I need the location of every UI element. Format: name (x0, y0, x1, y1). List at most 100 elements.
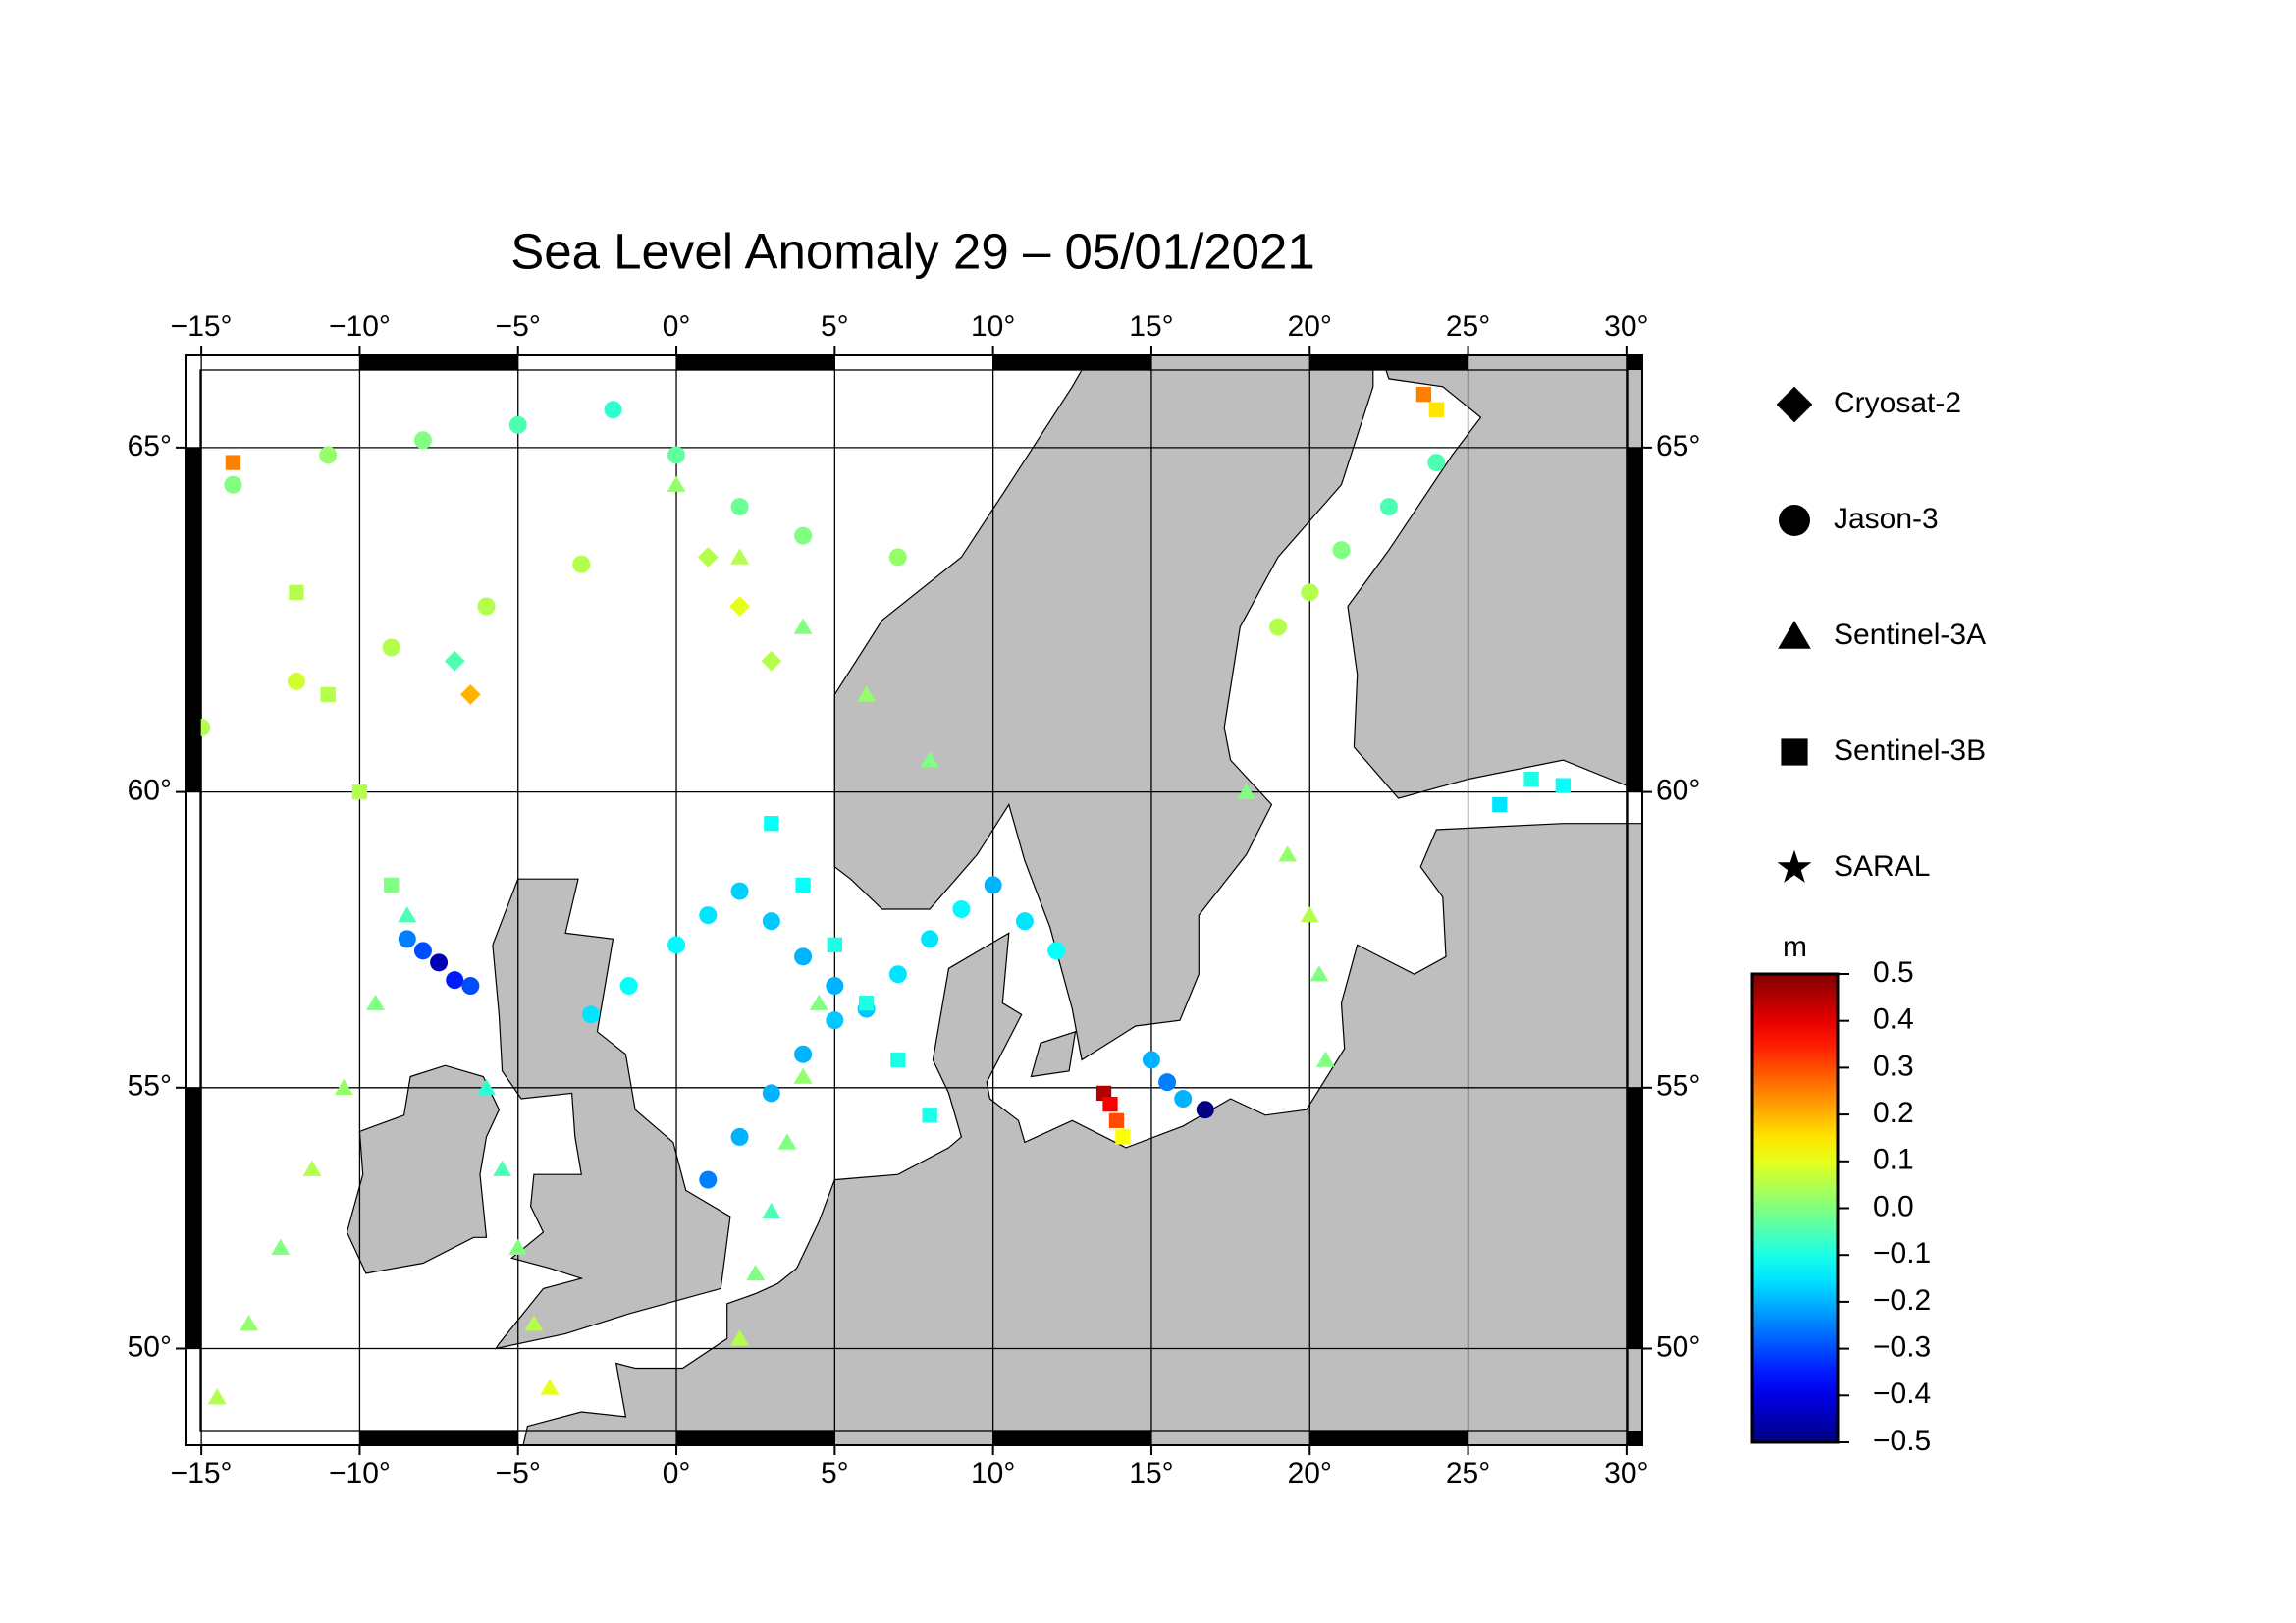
sla-point (319, 446, 338, 464)
sla-point (461, 977, 480, 996)
x-tick-label: 15° (1129, 310, 1173, 343)
sla-point (922, 1108, 937, 1123)
sla-point (240, 1315, 258, 1331)
sla-point (746, 1264, 766, 1281)
sla-point (1315, 1051, 1335, 1067)
colorbar-unit: m (1783, 931, 1807, 963)
legend-marker (1777, 849, 1812, 883)
sla-point (793, 1067, 813, 1084)
sla-point (1115, 1129, 1131, 1145)
frame-bar (359, 355, 518, 370)
frame-bar (676, 1431, 835, 1445)
legend-label: Sentinel-3B (1834, 734, 1986, 767)
x-tick-label: −15° (171, 1457, 233, 1489)
sla-point (827, 937, 842, 953)
sla-point (540, 1379, 560, 1395)
sla-point (1269, 618, 1287, 636)
land-layer (346, 355, 1642, 1445)
sla-point (581, 1005, 600, 1024)
sla-point (287, 672, 305, 690)
sla-point (1428, 402, 1444, 417)
sla-point (430, 953, 449, 972)
sla-point (508, 1238, 528, 1255)
sla-point (1300, 906, 1319, 923)
sla-point (619, 977, 638, 996)
colorbar-tick-label: 0.0 (1873, 1190, 1914, 1222)
sla-point (413, 942, 432, 960)
sla-point (795, 877, 811, 893)
sla-point (890, 1052, 906, 1068)
sla-point (477, 1078, 496, 1095)
sla-point (764, 816, 779, 832)
sla-point (225, 455, 241, 470)
sla-point (477, 597, 496, 616)
sla-point (524, 1315, 544, 1331)
colorbar-tick-label: −0.1 (1873, 1237, 1931, 1270)
sla-point (1015, 912, 1034, 931)
frame-bar (992, 1431, 1151, 1445)
sla-point (729, 596, 750, 617)
x-tick-label: 0° (663, 310, 691, 343)
legend-label: SARAL (1834, 850, 1930, 883)
sla-point (1174, 1090, 1193, 1109)
sla-point (207, 1388, 227, 1405)
sla-point (1278, 845, 1298, 862)
sla-point (1158, 1073, 1177, 1092)
sla-point (762, 1084, 780, 1103)
x-tick-label: 0° (663, 1457, 691, 1489)
x-tick-label: 20° (1288, 1457, 1332, 1489)
sla-point (698, 547, 719, 568)
sla-point (1523, 771, 1539, 787)
sla-point (289, 584, 304, 600)
legend-label: Cryosat-2 (1834, 387, 1961, 419)
y-tick-label: 60° (1656, 775, 1700, 807)
sla-point (858, 996, 875, 1011)
sla-point (699, 1170, 718, 1189)
colorbar (1750, 972, 1840, 1444)
sla-point (398, 906, 417, 923)
sla-point (699, 906, 718, 925)
sla-point (794, 1045, 813, 1063)
sla-point (1555, 778, 1571, 793)
sla-point (604, 401, 622, 419)
sla-point (334, 1078, 353, 1095)
sla-point (667, 475, 686, 492)
frame-bar (1628, 447, 1642, 792)
x-tick-label: 30° (1604, 1457, 1648, 1489)
sla-point (857, 685, 877, 702)
x-tick-label: −5° (496, 1457, 541, 1489)
x-tick-label: 20° (1288, 310, 1332, 343)
sla-point (508, 415, 527, 434)
x-tick-label: 25° (1446, 310, 1490, 343)
sla-point (1309, 965, 1329, 982)
frame-bar (676, 355, 835, 370)
colorbar-tick-label: 0.3 (1873, 1050, 1914, 1082)
legend-marker (1779, 505, 1810, 536)
legend-label: Sentinel-3A (1834, 619, 1986, 651)
sla-point (1332, 541, 1351, 560)
frame-bar (1626, 1431, 1642, 1445)
sla-point (984, 876, 1002, 894)
sla-point (1301, 583, 1319, 602)
colorbar-tick-label: −0.2 (1873, 1284, 1931, 1317)
sla-point (730, 882, 749, 900)
sla-point (730, 548, 749, 565)
land (1030, 1030, 1077, 1078)
sla-point (1142, 1051, 1160, 1069)
sla-point (826, 1011, 844, 1030)
sla-point (572, 555, 591, 573)
x-tick-label: 5° (821, 310, 849, 343)
sla-point (1196, 1101, 1214, 1119)
frame-bar (186, 447, 200, 792)
colorbar-tick-label: 0.1 (1873, 1144, 1914, 1176)
colorbar-tick-label: −0.5 (1873, 1425, 1931, 1457)
colorbar-tick-label: 0.4 (1873, 1003, 1914, 1036)
land (522, 823, 1642, 1445)
colorbar-tick-label: 0.5 (1873, 956, 1914, 989)
x-tick-label: 15° (1129, 1457, 1173, 1489)
x-tick-label: 25° (1446, 1457, 1490, 1489)
sla-point (761, 650, 782, 672)
frame-bar (186, 1087, 200, 1349)
sla-point (794, 526, 813, 545)
